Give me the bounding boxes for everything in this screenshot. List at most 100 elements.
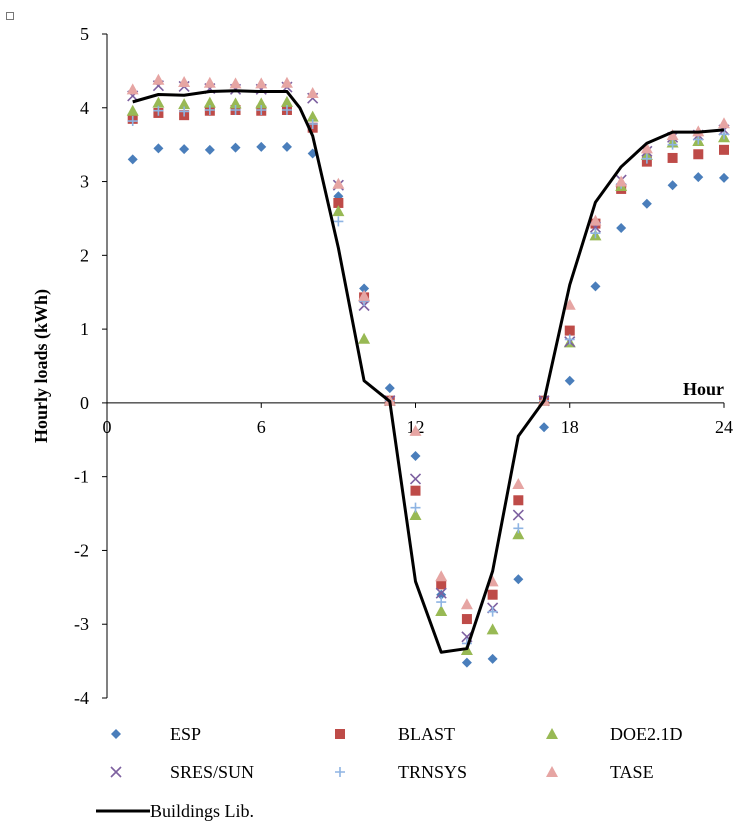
x-tick-label: 6 xyxy=(257,417,266,437)
x-tick-label: 24 xyxy=(715,417,733,437)
data-point-trnsys xyxy=(564,334,575,345)
y-tick-label: 1 xyxy=(80,319,89,339)
data-point-tase xyxy=(152,73,165,85)
data-point-esp xyxy=(204,144,215,155)
data-point-tase xyxy=(409,424,422,436)
data-point-tase xyxy=(332,177,345,189)
data-point-tase xyxy=(718,117,730,129)
data-point-esp xyxy=(667,180,678,191)
data-point-trnsys xyxy=(256,104,267,115)
data-point-esp xyxy=(153,143,164,154)
data-point-esp xyxy=(590,281,601,292)
data-point-tase xyxy=(358,289,371,301)
data-point-trnsys xyxy=(487,606,498,617)
data-point-tase xyxy=(589,214,602,226)
y-tick-label: 3 xyxy=(80,172,89,192)
data-point-doe2-1d xyxy=(409,509,422,521)
data-point-blast xyxy=(719,144,729,155)
data-point-doe2-1d xyxy=(203,96,216,108)
data-point-blast xyxy=(333,197,344,208)
legend-item-doe2-1d: DOE2.1D xyxy=(546,724,683,744)
data-point-blast xyxy=(461,614,472,625)
data-point-trnsys xyxy=(513,523,524,534)
data-point-esp xyxy=(230,142,241,153)
data-point-blast xyxy=(487,589,498,600)
data-point-trnsys xyxy=(410,502,421,513)
legend-label: SRES/SUN xyxy=(170,762,254,782)
legend-label: Buildings Lib. xyxy=(150,801,254,821)
data-point-doe2-1d xyxy=(255,97,268,109)
y-tick-label: 2 xyxy=(80,245,89,265)
data-point-trnsys xyxy=(333,216,344,227)
data-point-tase xyxy=(203,76,216,88)
legend-marker xyxy=(335,767,345,777)
data-point-blast xyxy=(564,325,575,336)
data-point-esp xyxy=(564,375,575,386)
data-point-blast xyxy=(436,579,447,590)
data-point-trnsys xyxy=(641,153,652,164)
data-point-sres-sun xyxy=(512,509,524,521)
data-point-doe2-1d xyxy=(435,604,448,616)
data-point-trnsys xyxy=(127,116,138,127)
y-tick-label: -1 xyxy=(74,467,89,487)
data-point-esp xyxy=(539,422,550,433)
data-point-tase xyxy=(563,298,576,310)
legend-item-trnsys: TRNSYS xyxy=(335,762,467,782)
legend-marker xyxy=(335,729,345,739)
corner-mark xyxy=(6,12,14,20)
legend-item-blast: BLAST xyxy=(335,724,455,744)
data-point-doe2-1d xyxy=(486,623,499,635)
data-point-esp xyxy=(436,589,447,600)
y-tick-label: -3 xyxy=(74,614,89,634)
x-axis-title: Hour xyxy=(683,379,724,399)
data-point-esp xyxy=(513,574,524,585)
data-point-tase xyxy=(460,598,473,610)
data-point-esp xyxy=(616,223,627,234)
data-point-trnsys xyxy=(667,139,678,150)
data-point-trnsys xyxy=(307,119,318,130)
data-point-doe2-1d xyxy=(358,332,371,344)
legend-label: ESP xyxy=(170,724,201,744)
data-point-doe2-1d xyxy=(229,97,242,109)
data-point-doe2-1d xyxy=(280,95,293,107)
data-point-esp xyxy=(179,144,190,155)
data-point-esp xyxy=(693,172,704,183)
y-tick-label: 4 xyxy=(80,98,89,118)
data-point-tase xyxy=(255,77,268,89)
data-point-tase xyxy=(306,87,319,99)
x-tick-label: 18 xyxy=(561,417,579,437)
data-point-doe2-1d xyxy=(332,205,345,217)
data-point-blast xyxy=(513,495,524,506)
data-point-esp xyxy=(410,451,421,462)
legend-label: TRNSYS xyxy=(398,762,467,782)
data-point-sres-sun xyxy=(435,587,447,599)
data-point-blast xyxy=(667,152,678,163)
data-point-doe2-1d xyxy=(512,528,525,540)
data-point-tase xyxy=(280,76,293,88)
y-tick-label: 0 xyxy=(80,393,89,413)
data-point-trnsys xyxy=(436,597,447,608)
y-axis-title: Hourly loads (kWh) xyxy=(31,289,52,443)
y-tick-label: 5 xyxy=(80,24,89,44)
data-point-esp xyxy=(281,141,292,152)
data-point-trnsys xyxy=(281,104,292,115)
data-point-esp xyxy=(127,154,138,165)
data-point-blast xyxy=(693,149,704,160)
x-tick-label: 0 xyxy=(103,417,112,437)
data-point-esp xyxy=(719,172,729,183)
legend-label: TASE xyxy=(610,762,654,782)
data-point-doe2-1d xyxy=(152,96,165,108)
legend: ESP BLAST DOE2.1D SRES/SUN TRNSYS TASE Buildin… xyxy=(96,724,683,821)
y-tick-label: -4 xyxy=(74,688,89,708)
data-point-tase xyxy=(615,175,628,187)
data-point-doe2-1d xyxy=(126,104,139,116)
data-point-trnsys xyxy=(153,105,164,116)
data-point-esp xyxy=(487,653,498,664)
data-point-tase xyxy=(512,478,525,490)
legend-marker xyxy=(546,766,558,777)
data-point-esp xyxy=(256,141,267,152)
data-point-trnsys xyxy=(179,106,190,117)
legend-item-tase: TASE xyxy=(546,762,654,782)
legend-label: BLAST xyxy=(398,724,455,744)
